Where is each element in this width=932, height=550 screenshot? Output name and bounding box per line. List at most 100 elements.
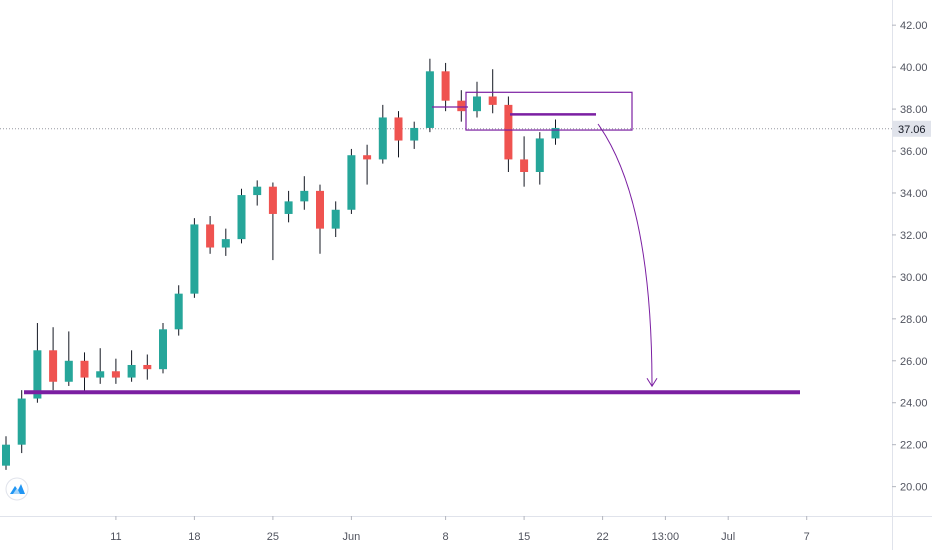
candle-body-up — [2, 444, 10, 466]
candle — [551, 119, 560, 145]
candle-body-up — [535, 138, 544, 172]
candle-body-down — [457, 100, 466, 112]
candle-body-down — [504, 104, 513, 160]
x-tick-label: 11 — [110, 531, 121, 543]
candle-body-up — [159, 329, 167, 370]
x-tick-label: 22 — [596, 531, 608, 543]
candle-body-up — [127, 364, 136, 378]
candle-body-up — [221, 239, 230, 248]
candle — [253, 180, 262, 206]
candle-body-down — [143, 364, 152, 370]
drawings-layer[interactable] — [24, 91, 800, 395]
x-tick-label: 8 — [443, 531, 449, 543]
candle — [80, 352, 89, 393]
candle — [2, 436, 10, 470]
candle — [425, 58, 434, 133]
candle — [190, 218, 199, 298]
candle — [504, 96, 513, 172]
candle-body-up — [300, 190, 309, 202]
y-tick-label: 38.00 — [900, 104, 928, 116]
candle-body-up — [174, 293, 183, 330]
y-tick-label: 36.00 — [900, 146, 928, 158]
candle — [488, 69, 497, 114]
candle — [111, 358, 120, 384]
candle-body-up — [473, 96, 481, 112]
candle-body-down — [441, 71, 450, 101]
candle — [49, 327, 58, 391]
candle — [143, 354, 152, 380]
candle-body-up — [190, 224, 199, 294]
candle — [268, 182, 277, 261]
candle — [347, 148, 356, 214]
candle-body-down — [49, 350, 58, 382]
candle-body-up — [284, 201, 293, 214]
candle-body-down — [316, 190, 324, 229]
x-tick-label: 25 — [267, 531, 279, 543]
y-tick-label: 42.00 — [900, 20, 928, 32]
y-tick-label: 26.00 — [900, 356, 928, 368]
y-tick-label: 32.00 — [900, 230, 928, 242]
candle — [174, 285, 183, 336]
candle — [473, 81, 481, 118]
projection-arrow-head[interactable] — [646, 377, 658, 388]
x-tick-label: 7 — [804, 531, 810, 543]
candle-body-down — [488, 96, 497, 105]
x-tick-label: 13:00 — [652, 531, 680, 543]
candle — [331, 201, 340, 238]
y-tick-label: 34.00 — [900, 188, 928, 200]
y-tick-label: 20.00 — [900, 482, 928, 494]
y-tick-label: 28.00 — [900, 314, 928, 326]
candle — [520, 136, 529, 187]
candle — [237, 188, 246, 244]
candle — [206, 216, 215, 254]
candle-body-down — [111, 371, 120, 378]
projection-arrow-curve[interactable] — [597, 123, 653, 387]
candle-body-up — [237, 195, 246, 240]
candle — [127, 350, 136, 382]
candle-body-up — [331, 209, 340, 229]
candle-body-up — [425, 71, 434, 128]
candle-body-up — [96, 371, 105, 378]
candle-body-up — [551, 127, 560, 139]
candle-body-down — [80, 360, 89, 378]
y-tick-label: 40.00 — [900, 62, 928, 74]
candle — [64, 331, 73, 386]
candle-body-up — [17, 398, 26, 445]
candle — [33, 323, 42, 403]
x-tick-label: 18 — [188, 531, 200, 543]
last-price-tag — [893, 120, 931, 137]
x-tick-label: 15 — [518, 531, 530, 543]
candle-body-down — [363, 155, 372, 160]
candle — [410, 121, 419, 149]
resistance-zone-rectangle[interactable] — [465, 91, 633, 131]
tradingview-logo-icon[interactable] — [5, 477, 29, 501]
candle-body-up — [33, 350, 42, 399]
x-tick-label: Jul — [721, 531, 735, 543]
candle — [159, 323, 167, 374]
candle — [535, 132, 544, 185]
y-tick-label: 22.00 — [900, 440, 928, 452]
x-tick-label: Jun — [343, 531, 361, 543]
candle-body-up — [347, 155, 356, 210]
candle — [457, 90, 466, 122]
candle — [378, 104, 387, 164]
candle-body-up — [378, 117, 387, 160]
candle — [17, 390, 26, 454]
candle — [363, 144, 372, 185]
candle — [300, 176, 309, 210]
candle-body-down — [520, 159, 529, 172]
candle-body-up — [410, 127, 419, 141]
y-tick-label: 30.00 — [900, 272, 928, 284]
candle — [221, 228, 230, 256]
candle-body-down — [206, 224, 215, 248]
candle-body-down — [394, 117, 403, 141]
candle — [96, 348, 105, 384]
y-tick-label: 24.00 — [900, 398, 928, 410]
candle-body-up — [64, 360, 73, 382]
candle — [394, 111, 403, 158]
candle-body-up — [253, 186, 262, 196]
candlestick-series — [2, 58, 560, 470]
candle — [441, 62, 450, 112]
